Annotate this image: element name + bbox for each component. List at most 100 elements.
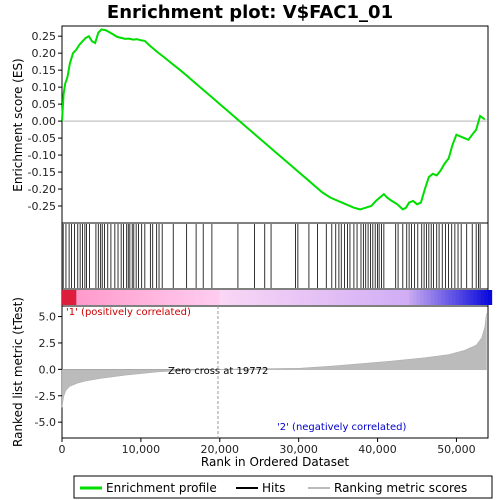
colorbar-segment bbox=[251, 290, 256, 305]
metric-y-tick-label: 5.0 bbox=[39, 311, 57, 324]
metric-y-tick-label: 0.0 bbox=[39, 363, 57, 376]
colorbar-segment bbox=[94, 290, 99, 305]
colorbar-segment bbox=[119, 290, 124, 305]
colorbar-segment bbox=[427, 290, 432, 305]
colorbar-segment bbox=[144, 290, 149, 305]
colorbar-segment bbox=[79, 290, 85, 305]
es-y-tick-label: 0.25 bbox=[32, 30, 57, 43]
colorbar-segment bbox=[208, 290, 213, 305]
colorbar-segment bbox=[309, 290, 314, 305]
colorbar-segment bbox=[319, 290, 324, 305]
colorbar-segment bbox=[97, 290, 102, 305]
colorbar-segment bbox=[294, 290, 299, 305]
x-tick-label: 30,000 bbox=[279, 443, 318, 456]
colorbar-segment bbox=[405, 290, 410, 305]
metric-y-axis-label: Ranked list metric (tTest) bbox=[11, 297, 25, 447]
colorbar-segment bbox=[65, 290, 70, 305]
colorbar-segment bbox=[90, 290, 95, 305]
es-panel bbox=[61, 25, 489, 224]
colorbar-segment bbox=[326, 290, 332, 305]
colorbar-segment bbox=[470, 290, 475, 305]
colorbar-segment bbox=[133, 290, 138, 305]
colorbar-segment bbox=[391, 290, 396, 305]
negative-correlation-label: '2' (negatively correlated) bbox=[277, 422, 406, 433]
es-y-tick-label: -0.10 bbox=[28, 149, 56, 162]
colorbar-segment bbox=[122, 290, 128, 305]
colorbar-segment bbox=[384, 290, 389, 305]
enrichment-profile-path bbox=[61, 28, 486, 211]
colorbar-segment bbox=[359, 290, 364, 305]
colorbar-segment bbox=[240, 290, 246, 305]
colorbar-segment bbox=[423, 290, 428, 305]
colorbar-segment bbox=[226, 290, 231, 305]
colorbar-segment bbox=[351, 290, 357, 305]
colorbar-segment bbox=[183, 290, 188, 305]
colorbar-segment bbox=[165, 290, 170, 305]
colorbar-segment bbox=[248, 290, 253, 305]
colorbar-segment bbox=[262, 290, 267, 305]
colorbar-segment bbox=[233, 290, 238, 305]
metric-y-tick-label: -2.5 bbox=[35, 390, 56, 403]
colorbar-segment bbox=[477, 290, 482, 305]
colorbar-segment bbox=[269, 290, 274, 305]
correlation-colorbar bbox=[62, 290, 493, 305]
colorbar-segment bbox=[244, 290, 249, 305]
x-ticks: 0 10,000 20,000 30,000 40,000 50,000 bbox=[59, 438, 476, 456]
colorbar-segment bbox=[366, 290, 371, 305]
colorbar-segment bbox=[187, 290, 192, 305]
colorbar-segment bbox=[452, 290, 457, 305]
colorbar-segment bbox=[83, 290, 88, 305]
colorbar-segment bbox=[169, 290, 174, 305]
colorbar-segment bbox=[341, 290, 346, 305]
metric-y-ticks: 5.0 2.5 0.0 -2.5 -5.0 bbox=[35, 311, 62, 429]
enrichment-profile-line bbox=[61, 28, 486, 211]
colorbar-segment bbox=[62, 290, 67, 305]
x-tick-label: 10,000 bbox=[122, 443, 161, 456]
legend-hits-label: Hits bbox=[262, 481, 285, 495]
legend-box bbox=[73, 475, 493, 499]
colorbar-segment bbox=[334, 290, 339, 305]
colorbar-segment bbox=[323, 290, 328, 305]
colorbar-segment bbox=[373, 290, 378, 305]
colorbar-segment bbox=[344, 290, 349, 305]
colorbar-segment bbox=[205, 290, 210, 305]
colorbar-segment bbox=[283, 290, 289, 305]
colorbar-segment bbox=[194, 290, 199, 305]
colorbar-segment bbox=[287, 290, 292, 305]
colorbar-segment bbox=[276, 290, 281, 305]
es-y-ticks: 0.25 0.20 0.15 0.10 0.05 0.00 -0.05 -0.10 -0.15 -… bbox=[28, 30, 62, 213]
colorbar-segment bbox=[455, 290, 460, 305]
colorbar-segment bbox=[434, 290, 439, 305]
colorbar-segment bbox=[369, 290, 375, 305]
colorbar-segment bbox=[112, 290, 117, 305]
colorbar-segment bbox=[255, 290, 260, 305]
colorbar-segment bbox=[330, 290, 335, 305]
colorbar-segment bbox=[219, 290, 224, 305]
colorbar-segment bbox=[441, 290, 446, 305]
colorbar-segment bbox=[305, 290, 310, 305]
x-tick-label: 0 bbox=[59, 443, 66, 456]
colorbar-segment bbox=[387, 290, 392, 305]
x-axis-label: Rank in Ordered Dataset bbox=[201, 455, 349, 469]
positive-correlation-label: '1' (positively correlated) bbox=[66, 307, 191, 318]
colorbar-segment bbox=[172, 290, 178, 305]
colorbar-segment bbox=[301, 290, 306, 305]
colorbar-segment bbox=[377, 290, 382, 305]
colorbar-segment bbox=[215, 290, 221, 305]
x-tick-label: 20,000 bbox=[201, 443, 240, 456]
colorbar-segment bbox=[126, 290, 131, 305]
colorbar-segment bbox=[480, 290, 485, 305]
colorbar-segment bbox=[316, 290, 321, 305]
ranking-metric-area bbox=[61, 313, 488, 408]
es-y-tick-label: 0.20 bbox=[32, 47, 57, 60]
colorbar-segment bbox=[291, 290, 296, 305]
colorbar-segment bbox=[69, 290, 74, 305]
colorbar-segment bbox=[419, 290, 425, 305]
colorbar-segment bbox=[273, 290, 278, 305]
colorbar-segment bbox=[398, 290, 403, 305]
es-y-tick-label: -0.15 bbox=[28, 166, 56, 179]
colorbar-segment bbox=[394, 290, 400, 305]
x-tick-label: 50,000 bbox=[437, 443, 476, 456]
es-y-tick-label: -0.20 bbox=[28, 183, 56, 196]
